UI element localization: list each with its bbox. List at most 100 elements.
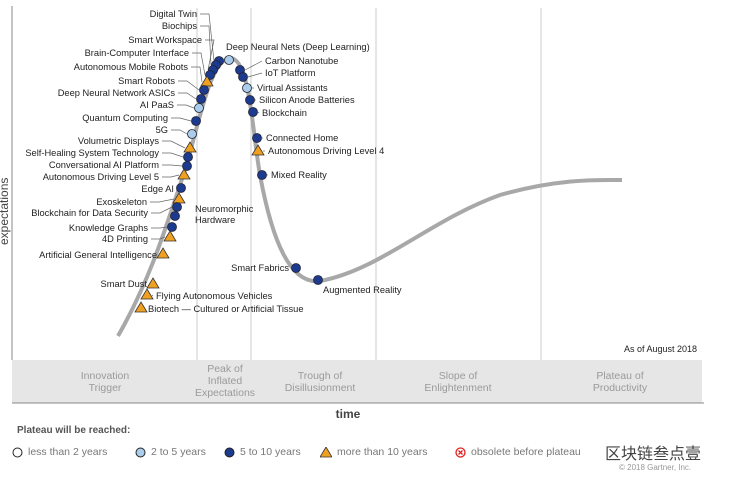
copyright: © 2018 Gartner, Inc.	[619, 463, 692, 472]
phase-label: Trough of Disillusionment	[285, 370, 356, 394]
technology-marker	[167, 222, 177, 232]
x-axis-label: time	[336, 407, 361, 421]
triangle-marker-icon	[200, 75, 214, 87]
legend-title: Plateau will be reached:	[17, 425, 131, 436]
technology-label: Smart Robots	[118, 76, 175, 86]
circle-marker-icon	[194, 103, 204, 113]
technology-marker	[194, 103, 204, 113]
connector-line	[200, 25, 212, 66]
connector-line	[151, 236, 166, 240]
technology-marker	[177, 168, 191, 180]
y-axis-label: expectations	[0, 178, 11, 245]
legend-label: 5 to 10 years	[240, 446, 301, 458]
legend-label: less than 2 years	[28, 446, 108, 458]
technology-marker	[200, 75, 214, 87]
technology-label: Augmented Reality	[323, 285, 402, 295]
connector-line	[171, 117, 192, 122]
technology-label: Mixed Reality	[271, 170, 327, 180]
circle-marker-icon	[172, 202, 182, 212]
legend-label: more than 10 years	[337, 446, 428, 458]
circle-marker-icon	[242, 83, 252, 93]
technology-marker	[252, 133, 262, 143]
as-of-date: As of August 2018	[624, 344, 697, 354]
circle-marker-icon	[248, 107, 258, 117]
circle-marker-icon	[167, 222, 177, 232]
technology-marker	[172, 202, 182, 212]
technology-label: Brain-Computer Interface	[85, 48, 189, 58]
circle-marker-icon	[238, 72, 248, 82]
circle-marker-icon	[199, 85, 209, 95]
connector-line	[244, 60, 263, 71]
circle-marker-icon	[187, 129, 197, 139]
connector-line	[162, 140, 186, 149]
technology-label: Volumetric Displays	[78, 136, 159, 146]
technology-label: Knowledge Graphs	[69, 223, 148, 233]
hollow-circle-icon	[12, 447, 23, 458]
circle-marker-icon	[176, 183, 186, 193]
legend-item: obsolete before plateau	[455, 446, 581, 458]
technology-label: Neuromorphic Hardware	[195, 204, 254, 225]
technology-marker	[257, 170, 267, 180]
circle-marker-icon	[170, 211, 180, 221]
technology-marker	[183, 141, 197, 153]
technology-label: Blockchain	[262, 108, 307, 118]
circle-marker-icon	[224, 55, 234, 65]
legend-item: 5 to 10 years	[224, 446, 301, 458]
label-connectors	[150, 13, 268, 297]
technology-marker	[182, 161, 192, 171]
legend-item: less than 2 years	[12, 446, 107, 458]
dark-circle-icon	[224, 447, 235, 458]
connector-line	[151, 226, 168, 229]
connector-line	[178, 92, 197, 100]
technology-label: Smart Dust	[101, 279, 148, 289]
technology-marker	[291, 263, 301, 273]
connector-line	[162, 152, 184, 158]
technology-label: Biotech — Cultured or Artificial Tissue	[148, 304, 304, 314]
connector-line	[192, 52, 206, 76]
technology-marker	[191, 116, 201, 126]
technology-marker	[170, 211, 180, 221]
technology-marker	[134, 301, 148, 313]
technology-marker	[163, 230, 177, 242]
technology-label: Autonomous Driving Level 5	[43, 172, 159, 182]
legend-label: obsolete before plateau	[471, 446, 581, 458]
connector-line	[162, 164, 183, 167]
connector-line	[178, 80, 200, 91]
technology-marker	[146, 277, 160, 289]
phase-band	[12, 360, 702, 403]
light-circle-icon	[135, 447, 146, 458]
connector-line	[151, 206, 173, 214]
technology-marker	[140, 288, 154, 300]
technology-marker	[242, 83, 252, 93]
technology-marker	[199, 85, 209, 95]
technology-marker	[176, 183, 186, 193]
technology-marker	[245, 95, 255, 105]
circle-marker-icon	[257, 170, 267, 180]
technology-marker	[196, 94, 206, 104]
technology-label: Smart Workspace	[128, 35, 202, 45]
connector-line	[191, 66, 203, 83]
technology-label: Quantum Computing	[82, 113, 168, 123]
connector-line	[247, 72, 263, 78]
technology-marker	[187, 129, 197, 139]
technology-label: Connected Home	[266, 133, 338, 143]
triangle-marker-icon	[183, 141, 197, 153]
technology-label: Carbon Nanotube	[265, 56, 338, 66]
x-circle-icon	[455, 446, 466, 458]
circle-marker-icon	[245, 95, 255, 105]
triangle-marker-icon	[146, 277, 160, 289]
technology-marker	[313, 275, 323, 285]
circle-marker-icon	[183, 152, 193, 162]
technology-marker	[156, 247, 170, 259]
connector-line	[177, 104, 195, 109]
technology-label: Flying Autonomous Vehicles	[156, 291, 273, 301]
technology-label: Self-Healing System Technology	[25, 148, 159, 158]
technology-label: Blockchain for Data Security	[31, 208, 148, 218]
connector-line	[205, 39, 215, 71]
technology-label: Exoskeleton	[96, 197, 147, 207]
phase-label: Slope of Enlightenment	[424, 370, 491, 394]
technology-label: Virtual Assistants	[257, 83, 328, 93]
triangle-marker-icon	[177, 168, 191, 180]
technology-marker	[248, 107, 258, 117]
